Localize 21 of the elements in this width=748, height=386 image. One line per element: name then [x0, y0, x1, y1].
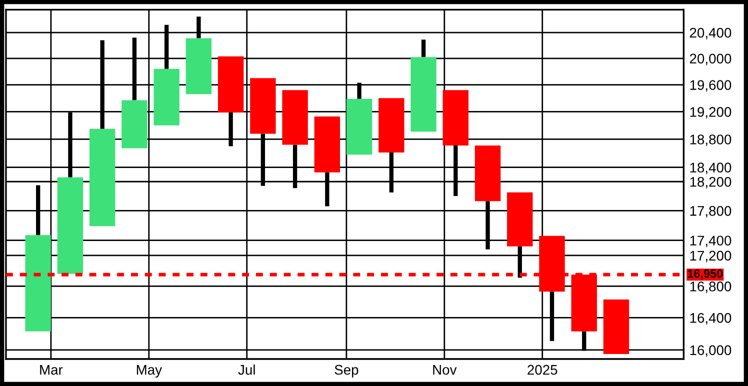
y-tick-label: 17,400 — [690, 236, 732, 248]
y-tick-label: 19,200 — [690, 107, 732, 119]
y-tick-label: 17,200 — [690, 250, 732, 262]
ref-line-label: 16,950 — [688, 269, 723, 280]
y-tick-label: 16,000 — [690, 345, 732, 357]
y-tick-label: 16,400 — [690, 313, 732, 325]
candlestick — [603, 300, 630, 354]
x-tick-label: 2025 — [528, 364, 558, 375]
y-tick-label: 20,000 — [690, 54, 732, 66]
x-tick-label: Nov — [433, 365, 457, 375]
y-tick-label: 16,800 — [690, 282, 732, 294]
x-tick-label: Sep — [334, 364, 358, 378]
y-tick-label: 18,200 — [690, 176, 732, 188]
x-tick-label: Mar — [40, 365, 63, 375]
x-tick-label: Jul — [238, 364, 255, 375]
y-tick-label: 18,800 — [690, 134, 732, 146]
x-tick-label: May — [136, 365, 162, 378]
y-tick-label: 20,400 — [690, 28, 732, 40]
y-tick-label: 17,800 — [690, 206, 732, 218]
y-tick-label: 18,400 — [690, 162, 732, 174]
y-tick-label: 19,600 — [690, 80, 732, 92]
